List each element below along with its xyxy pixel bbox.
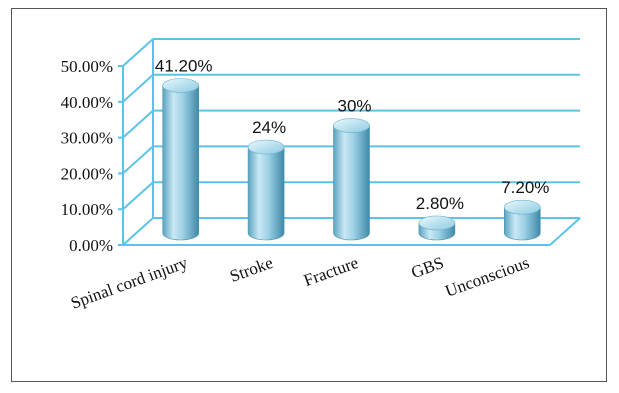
bar-body	[247, 146, 285, 241]
data-label: 7.20%	[501, 178, 549, 197]
bar-3	[418, 215, 456, 241]
bar-top	[503, 199, 541, 215]
category-label: Fracture	[301, 253, 361, 290]
gridline-wall	[122, 38, 154, 67]
bar-4	[503, 199, 541, 241]
y-tick-label: 30.00%	[61, 129, 113, 148]
data-label: 24%	[252, 118, 286, 137]
y-tick-label: 20.00%	[61, 164, 113, 183]
bar-body	[333, 125, 370, 241]
y-tick-label: 40.00%	[61, 93, 113, 112]
bar-top	[247, 139, 285, 155]
y-tick-label: 10.00%	[61, 200, 113, 219]
labels: 41.20% Spinal cord injury 24% Stroke 30% Frac…	[68, 57, 549, 313]
chart-frame	[11, 8, 607, 382]
bar-body	[162, 85, 199, 241]
gridline-wall	[122, 145, 154, 175]
data-label: 30%	[337, 97, 371, 116]
y-axis: 0.00% 10.00% 20.00% 30.00% 40.00% 50.00%	[61, 57, 123, 255]
gridline-wall	[122, 217, 154, 246]
y-tick-label: 50.00%	[61, 57, 113, 76]
bar-0	[162, 78, 199, 241]
bar-top	[418, 215, 456, 231]
floor-right-edge	[549, 217, 581, 246]
bar-1	[247, 139, 285, 241]
bars	[162, 78, 541, 241]
category-label: Stroke	[227, 253, 275, 286]
y-tick-label: 0.00%	[69, 236, 113, 255]
bar-2	[333, 118, 370, 241]
data-label: 2.80%	[416, 194, 464, 213]
bar-top	[162, 78, 199, 93]
category-label: Spinal cord injury	[68, 253, 190, 313]
category-label: GBS	[409, 253, 447, 282]
gridline-wall	[122, 181, 154, 210]
bar-top	[333, 118, 370, 133]
data-label: 41.20%	[155, 57, 213, 76]
bar-body	[504, 206, 541, 241]
gridline-wall	[122, 74, 154, 103]
category-label: Unconscious	[443, 253, 532, 301]
gridline-wall	[122, 109, 154, 139]
